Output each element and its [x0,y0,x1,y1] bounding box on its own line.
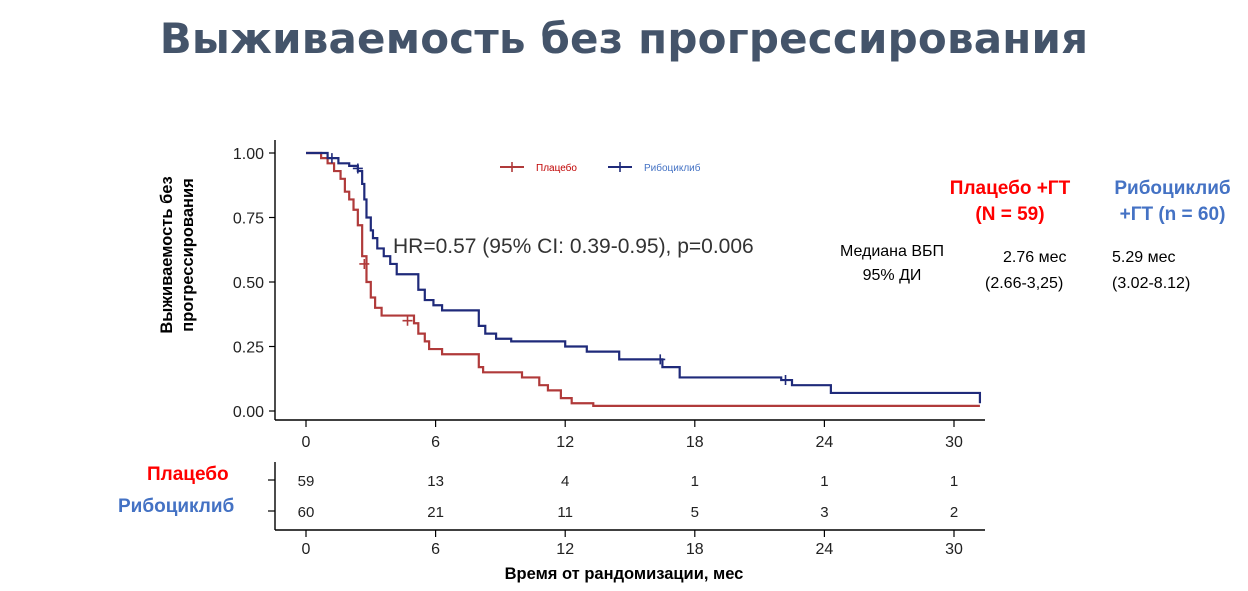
ribociclib-ci: (3.02-8.12) [1112,275,1191,292]
legend-label: Плацебо [536,162,577,174]
ribociclib-median: 5.29 мес [1112,249,1176,266]
risk-cell: 13 [427,473,444,490]
y-tick-label: 0.75 [233,211,264,228]
placebo-group-n: (N = 59) [975,204,1045,225]
placebo-median: 2.76 мес [1003,249,1067,266]
legend-label: Рибоциклиб [644,162,701,174]
x-tick-label: 0 [302,434,311,451]
hr-annotation: HR=0.57 (95% CI: 0.39-0.95), p=0.006 [393,235,754,258]
km-curve-ribociclib [306,151,982,404]
risk-x-tick-label: 12 [556,541,574,558]
ribociclib-group-header: Рибоциклиб +ГТ (n = 60) [1095,176,1248,228]
risk-table: 59 13 4 1 1 160 21 11 5 3 2 0 6 12 18 24 30 [268,462,985,558]
median-header-line2: 95% ДИ [862,267,922,284]
main-axes: 0.00 0.25 0.50 0.75 1.00 0 6 12 18 24 30 [233,140,985,451]
ribociclib-group-n: +ГТ (n = 60) [1119,204,1226,225]
y-tick-label: 1.00 [233,146,264,163]
risk-cell: 60 [298,504,315,521]
risk-cell: 4 [561,473,569,490]
risk-x-tick-label: 24 [816,541,834,558]
y-axis-label: Выживаемость без прогрессирования [158,176,197,333]
y-tick-label: 0.00 [233,404,264,421]
censor-mark [780,375,791,386]
legend: Плацебо Рибоциклиб [500,162,701,174]
km-curve-placebo [306,151,980,407]
ribociclib-group-name: Рибоциклиб [1114,178,1231,199]
placebo-group-header: Плацебо +ГТ (N = 59) [925,176,1095,228]
risk-cell: 1 [820,473,828,490]
risk-cell: 3 [820,504,828,521]
placebo-ci: (2.66-3,25) [985,275,1064,292]
risk-cell: 2 [950,504,958,521]
risk-x-tick-label: 18 [686,541,704,558]
median-header: Медиана ВБП 95% ДИ [822,240,962,288]
slide-title: Выживаемость без прогрессирования [159,14,1089,63]
risk-cell: 59 [298,473,315,490]
x-tick-label: 30 [945,434,963,451]
censor-mark [359,258,370,269]
risk-x-tick-label: 6 [431,541,440,558]
y-tick-label: 0.25 [233,340,264,357]
censor-mark [326,153,337,164]
risk-x-tick-label: 0 [302,541,311,558]
risk-cell: 1 [950,473,958,490]
x-tick-label: 18 [686,434,704,451]
risk-cell: 5 [691,504,699,521]
risk-cell: 21 [427,504,444,521]
risk-x-tick-label: 30 [945,541,963,558]
risk-cell: 11 [557,504,573,521]
x-tick-label: 6 [431,434,440,451]
placebo-group-name: Плацебо +ГТ [949,178,1071,199]
x-tick-label: 24 [816,434,834,451]
censor-mark [352,163,363,174]
risk-cell: 1 [691,473,699,490]
risk-label-placebo: Плацебо [147,464,229,485]
censor-mark [402,315,413,326]
y-tick-label: 0.50 [233,275,264,292]
risk-label-ribociclib: Рибоциклиб [118,496,235,517]
median-header-line1: Медиана ВБП [839,243,945,260]
x-axis-label: Время от рандомизации, мес [505,565,744,583]
x-tick-label: 12 [556,434,574,451]
censor-mark [655,354,666,365]
